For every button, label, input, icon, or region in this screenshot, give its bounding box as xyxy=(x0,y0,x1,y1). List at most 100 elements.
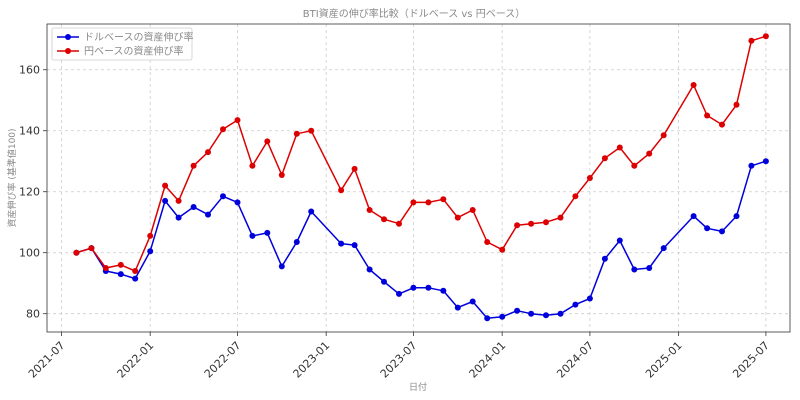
data-point-jpy xyxy=(249,162,256,169)
data-point-jpy xyxy=(748,37,755,44)
data-point-usd xyxy=(601,255,608,262)
data-point-jpy xyxy=(454,214,461,221)
data-point-jpy xyxy=(631,162,638,169)
data-point-jpy xyxy=(175,197,182,204)
data-point-usd xyxy=(762,158,769,165)
grid-lines xyxy=(47,24,790,332)
series-line-jpy xyxy=(76,35,767,272)
x-tick-label: 2025-07 xyxy=(730,339,772,381)
data-point-usd xyxy=(484,315,491,322)
legend-label-jpy: 円ベースの資産伸び率 xyxy=(84,45,184,58)
plot-area-frame xyxy=(46,23,791,333)
data-point-usd xyxy=(132,275,139,282)
data-point-jpy xyxy=(557,214,564,221)
data-point-usd xyxy=(381,278,387,285)
x-tick-label: 2024-07 xyxy=(554,339,596,381)
data-point-jpy xyxy=(278,172,285,178)
x-tick-label: 2022-07 xyxy=(202,339,244,381)
legend-label-usd: ドルベースの資産伸び率 xyxy=(84,31,194,44)
data-point-usd xyxy=(396,290,402,297)
data-point-usd xyxy=(499,313,506,320)
data-point-usd xyxy=(690,213,697,220)
data-point-jpy xyxy=(190,162,197,169)
data-point-usd xyxy=(190,204,197,210)
data-point-jpy xyxy=(514,222,521,229)
data-point-usd xyxy=(351,242,358,249)
data-point-jpy xyxy=(308,127,315,134)
data-point-jpy xyxy=(293,130,300,137)
data-point-jpy xyxy=(264,138,271,145)
y-tick-label: 160 xyxy=(19,64,40,77)
data-point-jpy xyxy=(719,121,725,128)
data-point-usd xyxy=(162,197,169,204)
data-point-jpy xyxy=(733,101,740,108)
chart-title: BTI資産の伸び率比較（ドルベース vs 円ベース） xyxy=(303,7,525,20)
x-tick-label: 2021-07 xyxy=(26,339,68,381)
data-point-usd xyxy=(469,298,476,305)
data-point-usd xyxy=(293,239,300,245)
data-point-jpy xyxy=(425,199,432,206)
data-point-jpy xyxy=(572,193,579,200)
legend-box xyxy=(51,27,193,61)
data-point-jpy xyxy=(162,182,169,189)
data-point-jpy xyxy=(73,249,80,256)
data-point-jpy xyxy=(220,126,226,133)
y-tick-label: 120 xyxy=(19,186,40,199)
data-point-jpy xyxy=(762,33,769,40)
data-point-usd xyxy=(410,284,417,291)
data-point-usd xyxy=(366,266,373,273)
data-point-usd xyxy=(528,310,535,317)
data-point-jpy xyxy=(102,265,109,271)
data-point-jpy xyxy=(601,155,608,162)
x-tick-label: 2024-01 xyxy=(467,339,509,381)
data-point-usd xyxy=(616,237,623,244)
data-point-usd xyxy=(440,287,447,294)
data-point-jpy xyxy=(410,199,417,206)
data-point-jpy xyxy=(147,232,154,239)
data-point-usd xyxy=(572,301,579,308)
data-point-jpy xyxy=(366,207,373,213)
x-tick-label: 2023-01 xyxy=(291,339,333,381)
x-tick-label: 2023-07 xyxy=(378,339,420,381)
data-point-usd xyxy=(514,307,521,314)
data-point-jpy xyxy=(234,117,241,124)
data-point-usd xyxy=(278,263,285,270)
data-point-jpy xyxy=(396,220,402,227)
series-line-usd xyxy=(76,160,767,320)
data-point-jpy xyxy=(586,175,593,181)
data-point-usd xyxy=(175,214,182,221)
data-point-jpy xyxy=(351,165,358,172)
data-point-jpy xyxy=(205,149,211,156)
data-point-jpy xyxy=(690,82,697,88)
y-tick-label: 140 xyxy=(19,125,40,138)
data-point-usd xyxy=(220,193,226,200)
data-point-usd xyxy=(117,271,124,278)
data-point-jpy xyxy=(704,112,711,119)
data-point-jpy xyxy=(88,245,95,252)
data-point-usd xyxy=(205,211,211,218)
data-point-usd xyxy=(147,248,154,255)
data-point-usd xyxy=(646,265,653,271)
data-point-usd xyxy=(660,245,667,252)
data-point-usd xyxy=(704,225,711,232)
data-point-jpy xyxy=(499,246,506,253)
data-point-jpy xyxy=(117,261,124,268)
data-point-jpy xyxy=(381,216,387,223)
data-point-jpy xyxy=(616,144,623,151)
data-point-usd xyxy=(425,284,432,291)
data-point-usd xyxy=(338,240,345,247)
data-point-usd xyxy=(631,266,638,273)
y-tick-label: 100 xyxy=(19,247,40,260)
data-point-jpy xyxy=(543,219,549,226)
data-point-jpy xyxy=(338,187,345,194)
data-point-usd xyxy=(557,310,564,317)
data-point-usd xyxy=(234,199,241,206)
data-point-usd xyxy=(249,232,256,239)
series-group xyxy=(73,33,769,322)
y-axis-label: 資産伸び率 (基準値100) xyxy=(6,128,18,227)
data-point-usd xyxy=(719,228,725,235)
data-point-usd xyxy=(454,304,461,311)
legend-marker-jpy xyxy=(65,48,71,54)
data-point-jpy xyxy=(132,268,139,274)
